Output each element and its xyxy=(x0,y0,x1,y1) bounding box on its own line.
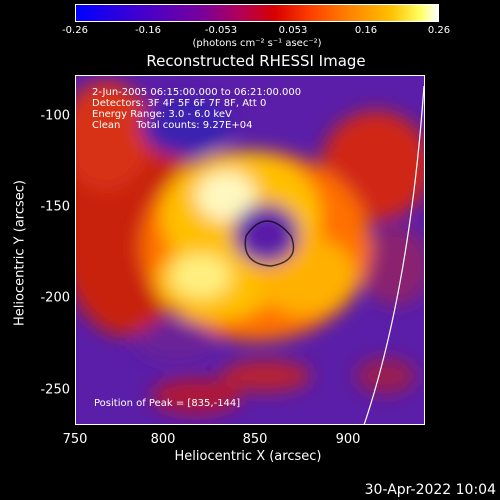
x-axis-label: Heliocentric X (arcsec) xyxy=(174,449,322,464)
y-tick: -250 xyxy=(40,382,70,398)
colorbar-tick: 0.053 xyxy=(278,25,308,36)
solar-limb-line xyxy=(363,85,424,424)
peak-position-text: Position of Peak = [835,-144] xyxy=(94,398,241,409)
x-tick: 800 xyxy=(150,432,176,447)
detectors-text: Detectors: 3F 4F 5F 6F 7F 8F, Att 0 xyxy=(92,98,267,109)
colorbar-unit-label: (photons cm⁻² s⁻¹ asec⁻²) xyxy=(192,38,322,49)
y-axis-label: Heliocentric Y (arcsec) xyxy=(12,180,28,326)
clean-counts-text: Clean Total counts: 9.27E+04 xyxy=(92,120,253,131)
timestamp-footer: 30-Apr-2022 10:04 xyxy=(364,482,496,498)
y-tick: -200 xyxy=(40,290,70,306)
colorbar xyxy=(75,4,439,22)
colorbar-tick: -0.16 xyxy=(135,25,161,36)
colorbar-tick: 0.26 xyxy=(427,25,451,36)
time-range-text: 2-Jun-2005 06:15:00.000 to 06:21:00.000 xyxy=(92,87,302,98)
colorbar-tick: 0.16 xyxy=(354,25,378,36)
x-tick: 900 xyxy=(335,432,361,447)
colorbar-tick: -0.26 xyxy=(62,25,88,36)
y-tick: -100 xyxy=(40,108,70,124)
rhessi-image-plot: 2-Jun-2005 06:15:00.000 to 06:21:00.000 … xyxy=(75,75,425,425)
energy-range-text: Energy Range: 3.0 - 6.0 keV xyxy=(92,109,232,120)
x-tick: 750 xyxy=(62,432,88,447)
rhessi-image xyxy=(76,76,424,424)
y-tick: -150 xyxy=(40,199,70,215)
image-title: Reconstructed RHESSI Image xyxy=(146,52,366,70)
x-tick: 850 xyxy=(242,432,268,447)
colorbar-tick: -0.053 xyxy=(204,25,238,36)
